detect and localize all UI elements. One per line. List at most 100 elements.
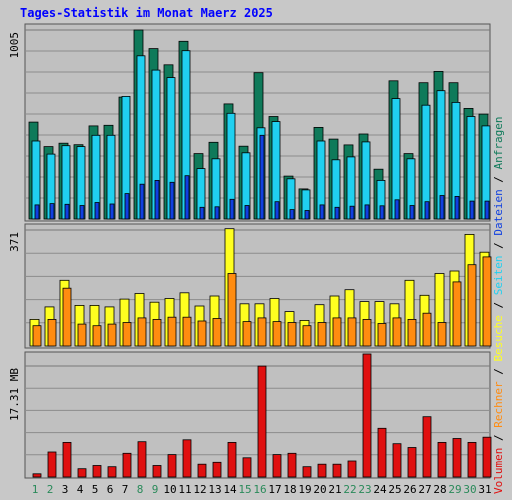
bottom-bar-volumen-day-28 — [437, 441, 447, 478]
x-tick-label-day-4: 4 — [77, 483, 84, 496]
bottom-bar-volumen-day-23 — [362, 353, 372, 478]
middle-bar-rechner-day-18 — [287, 322, 297, 347]
top-bar-dateien-day-11 — [184, 175, 190, 220]
legend-dateien: Dateien — [492, 189, 505, 235]
x-tick-label-day-29: 29 — [448, 483, 461, 496]
middle-bar-rechner-day-1 — [32, 325, 42, 347]
middle-bar-rechner-day-26 — [407, 318, 417, 347]
bottom-bar-volumen-day-14 — [227, 441, 237, 478]
bottom-bar-volumen-day-4 — [77, 468, 87, 478]
x-tick-label-day-27: 27 — [418, 483, 431, 496]
bottom-bar-volumen-day-24 — [377, 427, 387, 478]
middle-bar-rechner-day-21 — [332, 317, 342, 347]
x-tick-label-day-28: 28 — [433, 483, 446, 496]
middle-bar-rechner-day-27 — [422, 312, 432, 347]
top-bar-dateien-day-18 — [289, 209, 295, 220]
x-tick-label-day-8: 8 — [137, 483, 144, 496]
x-tick-label-day-20: 20 — [313, 483, 326, 496]
x-tick-label-day-31: 31 — [478, 483, 491, 496]
x-tick-label-day-3: 3 — [62, 483, 69, 496]
middle-bar-rechner-day-13 — [212, 318, 222, 347]
x-tick-label-day-22: 22 — [343, 483, 356, 496]
middle-bar-rechner-day-8 — [137, 317, 147, 347]
middle-bar-rechner-day-10 — [167, 316, 177, 347]
middle-bar-rechner-day-20 — [317, 322, 327, 347]
middle-bar-rechner-day-19 — [302, 325, 312, 347]
middle-bar-rechner-day-5 — [92, 325, 102, 347]
top-bar-dateien-day-5 — [94, 202, 100, 220]
bottom-bar-volumen-day-27 — [422, 416, 432, 478]
bottom-bar-volumen-day-18 — [287, 452, 297, 478]
top-panel: 1005 — [8, 23, 491, 222]
middle-bar-rechner-day-31 — [482, 256, 492, 347]
legend-separator: / — [492, 169, 505, 189]
x-tick-label-day-21: 21 — [328, 483, 341, 496]
x-tick-label-day-19: 19 — [298, 483, 311, 496]
bottom-bar-volumen-day-19 — [302, 466, 312, 478]
bottom-bar-volumen-day-7 — [122, 452, 132, 478]
bottom-bar-volumen-day-3 — [62, 441, 72, 478]
top-bar-dateien-day-8 — [139, 183, 145, 220]
bottom-bar-volumen-day-12 — [197, 463, 207, 478]
x-tick-label-day-5: 5 — [92, 483, 99, 496]
top-bar-dateien-day-12 — [199, 206, 205, 220]
top-bar-dateien-day-16 — [259, 134, 265, 220]
middle-bar-rechner-day-30 — [467, 264, 477, 347]
bottom-bar-volumen-day-13 — [212, 461, 222, 478]
legend-separator: / — [492, 362, 505, 382]
bottom-ymax-label: 17.31 MB — [8, 368, 21, 421]
middle-bar-rechner-day-12 — [197, 320, 207, 347]
bottom-bar-volumen-day-21 — [332, 463, 342, 478]
top-bar-dateien-day-19 — [304, 210, 310, 220]
bottom-bar-volumen-day-2 — [47, 451, 57, 478]
legend-rechner: Rechner — [492, 381, 505, 428]
top-bar-dateien-day-23 — [364, 204, 370, 220]
top-bar-dateien-day-15 — [244, 205, 250, 220]
top-bar-dateien-day-10 — [169, 181, 175, 220]
x-tick-label-day-7: 7 — [122, 483, 129, 496]
top-bar-dateien-day-22 — [349, 205, 355, 220]
bottom-bar-volumen-day-30 — [467, 441, 477, 478]
middle-bar-rechner-day-29 — [452, 281, 462, 347]
vertical-legend: Volumen / Rechner / Besuche / Seiten / D… — [492, 116, 505, 494]
middle-bar-rechner-day-3 — [62, 287, 72, 347]
x-tick-label-day-9: 9 — [152, 483, 159, 496]
bottom-bar-volumen-day-22 — [347, 460, 357, 478]
middle-bar-rechner-day-25 — [392, 317, 402, 347]
x-tick-label-day-23: 23 — [358, 483, 371, 496]
middle-ymax-label: 371 — [8, 232, 21, 252]
middle-bar-rechner-day-17 — [272, 321, 282, 347]
x-tick-label-day-24: 24 — [373, 483, 387, 496]
x-tick-label-day-14: 14 — [223, 483, 237, 496]
x-tick-label-day-11: 11 — [178, 483, 191, 496]
bottom-bar-volumen-day-20 — [317, 463, 327, 478]
bottom-bar-volumen-day-6 — [107, 466, 117, 478]
top-bar-dateien-day-27 — [424, 201, 430, 220]
legend-besuche: Besuche — [492, 315, 505, 361]
x-tick-label-day-16: 16 — [253, 483, 266, 496]
legend-seiten: Seiten — [492, 256, 505, 296]
top-bar-dateien-day-21 — [334, 206, 340, 220]
middle-panel: 371 — [8, 223, 492, 349]
legend-volumen: Volumen — [492, 448, 505, 494]
x-tick-label-day-17: 17 — [268, 483, 281, 496]
x-tick-label-day-25: 25 — [388, 483, 401, 496]
middle-bar-rechner-day-11 — [182, 316, 192, 347]
top-bar-dateien-day-2 — [49, 203, 55, 220]
bottom-bar-volumen-day-25 — [392, 443, 402, 478]
middle-bar-rechner-day-4 — [77, 323, 87, 347]
legend-anfragen: Anfragen — [492, 116, 505, 169]
bottom-bar-volumen-day-5 — [92, 465, 102, 478]
x-tick-label-day-10: 10 — [163, 483, 176, 496]
middle-bar-rechner-day-2 — [47, 318, 57, 347]
bottom-bar-volumen-day-29 — [452, 438, 462, 478]
middle-bar-rechner-day-16 — [257, 317, 267, 347]
bottom-bar-volumen-day-26 — [407, 447, 417, 478]
top-bar-dateien-day-25 — [394, 199, 400, 220]
x-tick-label-day-1: 1 — [32, 483, 39, 496]
top-bar-dateien-day-9 — [154, 179, 160, 220]
x-tick-label-day-13: 13 — [208, 483, 221, 496]
x-axis-day-labels: 1 2 3 4 5 6 7 8 9 10 11 12 13 14 15 16 17 18 19 20 21 22 23 24 2… — [32, 483, 492, 496]
middle-bar-rechner-day-15 — [242, 321, 252, 347]
